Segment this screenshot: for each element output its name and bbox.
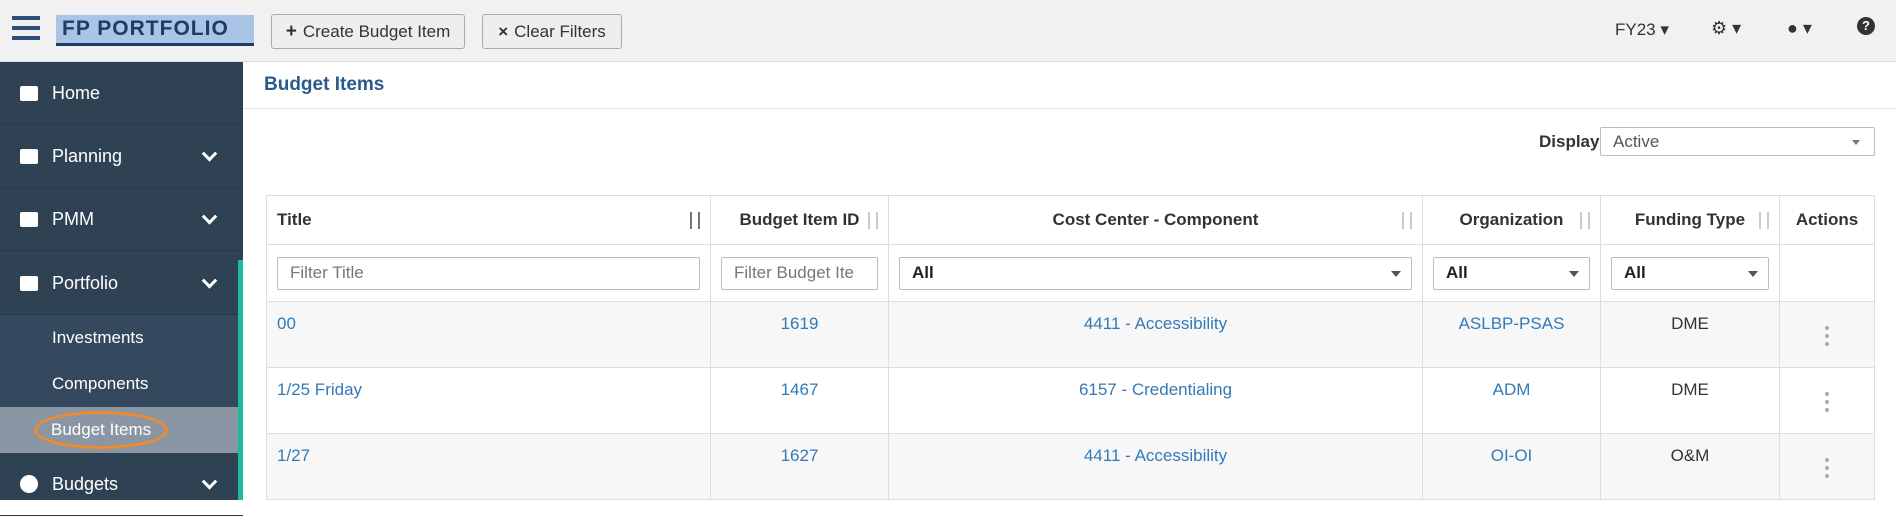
actions-menu[interactable] [1825,466,1829,470]
display-select[interactable]: Active [1600,127,1875,156]
sidebar-label: Budgets [52,473,119,494]
chevron [201,209,218,225]
table-row: 1/25 Friday 1467 6157 - Credentialing ADM DM… [266,367,1875,434]
filter-text: Filter Title [290,263,364,282]
clear-filters-button[interactable]: × Clear Filters [482,14,622,49]
actions-menu[interactable] [1825,400,1829,404]
sidebar-item[interactable]: Home [0,62,243,125]
filter-input[interactable]: Filter Title [277,256,700,290]
filter-cell: All [1422,244,1601,302]
sidebar-item[interactable]: PMM [0,188,243,251]
filter-text: All [912,263,934,282]
table-cell: DME [1600,367,1780,434]
filter-text: Filter Budget Ite [734,263,855,282]
sidebar-subitem[interactable]: Investments [0,315,238,361]
filter-cell [1779,244,1875,302]
filter-cell: All [1600,244,1780,302]
filter-text: All [1624,263,1646,282]
table-cell[interactable]: 00 [266,301,711,368]
table-cell[interactable]: 4411 - Accessibility [888,433,1423,500]
display-label: Display [1539,132,1600,151]
table-cell: DME [1600,301,1780,368]
budget-table: Title Budget Item ID Cost Center - Compone… [266,195,1875,500]
actions-cell [1779,433,1875,500]
table-row: 00 1619 4411 - Accessibility ASLBP-PSAS DME [266,301,1875,368]
sidebar-label: Components [52,374,149,393]
filter-input[interactable]: Filter Budget Ite [721,256,878,290]
table-cell: O&M [1600,433,1780,500]
column-header[interactable]: Organization [1422,195,1601,245]
sidebar-item[interactable]: Portfolio [0,252,243,315]
active-indicator [238,260,243,500]
sidebar-icon [20,148,38,164]
button-label: Create Budget Item [302,21,451,41]
chevron [201,474,218,490]
column-header: Actions [1779,195,1875,245]
sort-icon [868,212,878,229]
menu-icon[interactable] [12,15,40,41]
sidebar-item[interactable]: Planning [0,125,243,188]
sidebar: Home Planning PMM Portfolio Investments Compo… [0,62,243,516]
display-value: Active [1613,131,1660,151]
table-cell[interactable]: 1627 [710,433,889,500]
sort-icon [1580,212,1590,229]
chevron [201,273,218,289]
sidebar-label: Investments [52,328,144,347]
column-header[interactable]: Cost Center - Component [888,195,1423,245]
table-cell[interactable]: 1467 [710,367,889,434]
create-button[interactable]: + Create Budget Item [271,14,465,49]
column-header[interactable]: Title [266,195,711,245]
filter-cell: All [888,244,1423,302]
fy-label: FY23 [1615,20,1656,39]
filter-cell: Filter Budget Ite [710,244,889,302]
settings-menu[interactable]: ⚙ ▾ [1711,18,1742,38]
filter-select[interactable]: All [1611,256,1769,290]
table-cell[interactable]: 6157 - Credentialing [888,367,1423,434]
fiscal-year[interactable]: FY23 ▾ [1615,20,1669,39]
logo[interactable]: FP PORTFOLIO [56,15,254,46]
sidebar-label: PMM [52,208,94,229]
sort-icon [1759,212,1769,229]
sidebar-icon [20,275,38,291]
sidebar-label: Portfolio [52,272,119,293]
column-header[interactable]: Funding Type [1600,195,1780,245]
table-cell[interactable]: 1/27 [266,433,711,500]
actions-menu[interactable] [1825,334,1829,338]
sidebar-icon [20,211,38,227]
user-menu[interactable]: ● ▾ [1787,18,1812,38]
table-cell[interactable]: OI-OI [1422,433,1601,500]
sort-icon [1402,212,1412,229]
filter-cell: Filter Title [266,244,711,302]
page-title: Budget Items [264,74,385,95]
table-cell[interactable]: ADM [1422,367,1601,434]
table-row: 1/27 1627 4411 - Accessibility OI-OI O&M [266,433,1875,500]
sidebar-label: Home [52,82,101,103]
table-cell[interactable]: 4411 - Accessibility [888,301,1423,368]
actions-cell [1779,301,1875,368]
divider [243,108,1896,109]
filter-select[interactable]: All [1433,256,1590,290]
table-cell[interactable]: ASLBP-PSAS [1422,301,1601,368]
header-row: Title Budget Item ID Cost Center - Compone… [266,195,1875,245]
table-cell[interactable]: 1/25 Friday [266,367,711,434]
button-label: Clear Filters [514,21,606,41]
sort-icon [690,212,700,229]
filter-text: All [1446,263,1468,282]
sidebar-label: Budget Items [34,411,169,449]
chevron [201,146,218,162]
actions-cell [1779,367,1875,434]
sidebar-subitem[interactable]: Components [0,361,238,407]
sidebar-label: Planning [52,145,123,166]
help-icon[interactable]: ? [1857,17,1875,35]
sidebar-icon [20,475,38,493]
sidebar-item[interactable]: Budgets [0,453,243,516]
column-header[interactable]: Budget Item ID [710,195,889,245]
sidebar-icon [20,85,38,101]
filter-select[interactable]: All [899,256,1412,290]
filter-row: Filter Title Filter Budget Ite All All All [266,244,1875,302]
sidebar-subitem[interactable]: Budget Items [0,407,238,453]
table-cell[interactable]: 1619 [710,301,889,368]
top-bar: FP PORTFOLIO + Create Budget Item × Clear … [0,0,1896,62]
